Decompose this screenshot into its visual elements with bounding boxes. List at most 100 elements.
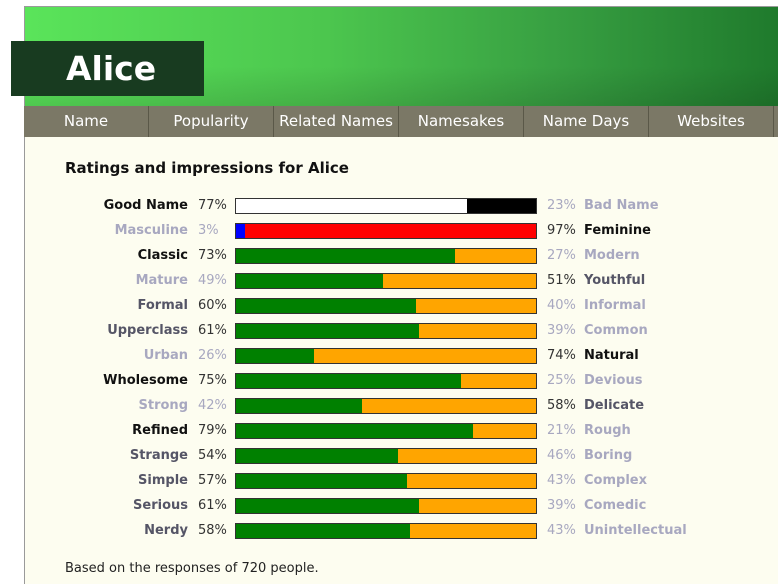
rating-bar-left-fill [236,274,383,288]
rating-right-label: Unintellectual [584,523,687,538]
rating-bar [235,198,537,214]
rating-bar [235,473,537,489]
rating-left-percent: 61% [198,323,227,338]
rating-row: Nerdy 58% 43% Unintellectual [0,523,778,548]
rating-left-percent: 58% [198,523,227,538]
rating-right-label: Youthful [584,273,646,288]
rating-bar [235,498,537,514]
rating-right-label: Boring [584,448,633,463]
rating-row: Good Name 77% 23% Bad Name [0,198,778,223]
rating-bar [235,248,537,264]
rating-bar-left-fill [236,324,419,338]
rating-left-percent: 57% [198,473,227,488]
rating-right-percent: 74% [547,348,576,363]
rating-bar-right-fill [362,399,536,413]
rating-right-percent: 39% [547,323,576,338]
rating-bar-right-fill [398,449,536,463]
rating-right-percent: 40% [547,298,576,313]
rating-bar [235,448,537,464]
rating-row: Masculine 3% 97% Feminine [0,223,778,248]
rating-bar-right-fill [245,224,536,238]
rating-bar-left-fill [236,424,473,438]
rating-bar-left-fill [236,199,467,213]
tab-websites[interactable]: Websites [649,106,774,137]
rating-row: Wholesome 75% 25% Devious [0,373,778,398]
rating-right-percent: 58% [547,398,576,413]
rating-right-percent: 39% [547,498,576,513]
rating-bar-right-fill [461,374,536,388]
rating-right-percent: 46% [547,448,576,463]
rating-bar-right-fill [419,324,536,338]
rating-bar-left-fill [236,474,407,488]
rating-right-label: Delicate [584,398,645,413]
ratings-heading: Ratings and impressions for Alice [65,159,349,177]
rating-bar-left-fill [236,349,314,363]
rating-bar-right-fill [473,424,536,438]
rating-left-percent: 73% [198,248,227,263]
rating-bar [235,323,537,339]
rating-left-label: Simple [138,473,188,488]
rating-row: Mature 49% 51% Youthful [0,273,778,298]
rating-bar-right-fill [407,474,536,488]
name-title-box: Alice [11,41,204,96]
rating-bar [235,348,537,364]
rating-left-percent: 75% [198,373,227,388]
rating-row: Formal 60% 40% Informal [0,298,778,323]
rating-bar-right-fill [419,499,536,513]
rating-right-label: Rough [584,423,631,438]
rating-row: Urban 26% 74% Natural [0,348,778,373]
rating-left-label: Strong [138,398,188,413]
rating-bar [235,373,537,389]
rating-left-label: Masculine [114,223,188,238]
tab-related-names[interactable]: Related Names [274,106,399,137]
rating-left-label: Urban [143,348,188,363]
rating-bar-right-fill [416,299,536,313]
rating-bar-right-fill [383,274,536,288]
rating-left-label: Wholesome [103,373,188,388]
rating-right-percent: 97% [547,223,576,238]
rating-bar-left-fill [236,524,410,538]
rating-bar-left-fill [236,224,245,238]
rating-right-label: Bad Name [584,198,659,213]
rating-right-label: Natural [584,348,639,363]
rating-left-percent: 3% [198,223,219,238]
rating-right-percent: 43% [547,473,576,488]
rating-left-label: Serious [133,498,188,513]
rating-row: Refined 79% 21% Rough [0,423,778,448]
rating-bar [235,398,537,414]
rating-right-percent: 25% [547,373,576,388]
rating-right-percent: 21% [547,423,576,438]
rating-left-percent: 26% [198,348,227,363]
rating-right-percent: 23% [547,198,576,213]
rating-bar [235,523,537,539]
rating-right-label: Modern [584,248,640,263]
rating-bar-left-fill [236,399,362,413]
rating-right-label: Devious [584,373,643,388]
rating-left-percent: 49% [198,273,227,288]
rating-right-label: Comedic [584,498,647,513]
rating-row: Strange 54% 46% Boring [0,448,778,473]
tab-name[interactable]: Name [24,106,149,137]
rating-bar-left-fill [236,499,419,513]
responses-footnote: Based on the responses of 720 people. [65,561,319,576]
rating-left-label: Mature [135,273,188,288]
rating-right-percent: 43% [547,523,576,538]
rating-bar-left-fill [236,449,398,463]
rating-bar-left-fill [236,299,416,313]
rating-left-percent: 54% [198,448,227,463]
rating-left-label: Formal [137,298,188,313]
tab-name-days[interactable]: Name Days [524,106,649,137]
page-title: Alice [66,49,157,88]
rating-bar-right-fill [467,199,536,213]
rating-left-percent: 77% [198,198,227,213]
rating-right-percent: 27% [547,248,576,263]
rating-row: Classic 73% 27% Modern [0,248,778,273]
rating-bar [235,423,537,439]
tab-popularity[interactable]: Popularity [149,106,274,137]
tab-namesakes[interactable]: Namesakes [399,106,524,137]
rating-bar-left-fill [236,249,455,263]
rating-bar [235,298,537,314]
rating-left-percent: 61% [198,498,227,513]
rating-left-label: Classic [137,248,188,263]
rating-bar [235,223,537,239]
